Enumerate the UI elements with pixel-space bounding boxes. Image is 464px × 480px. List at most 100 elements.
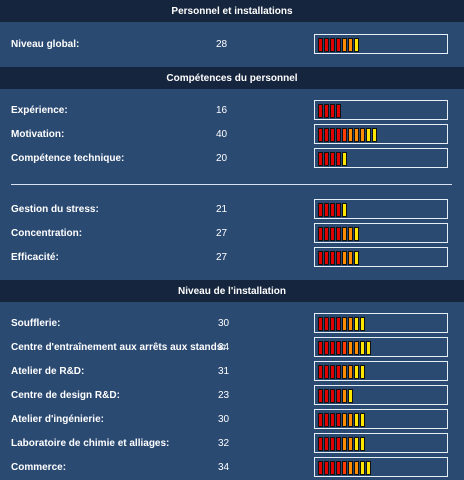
row-label: Laboratoire de chimie et alliages:	[11, 438, 170, 449]
rating-segment	[318, 38, 323, 52]
row-value: 34	[218, 462, 230, 473]
rating-segment	[330, 128, 335, 142]
rating-segment	[348, 389, 353, 403]
row-competence-technique: Compétence technique: 20	[0, 148, 464, 170]
rating-segment	[342, 251, 347, 265]
rating-segment	[336, 203, 341, 217]
rating-segment	[336, 128, 341, 142]
row-laboratoire-chimie: Laboratoire de chimie et alliages: 32	[0, 433, 464, 455]
rating-segment	[342, 203, 347, 217]
rating-segment	[336, 413, 341, 427]
row-label: Commerce:	[11, 462, 67, 473]
rating-bar	[314, 100, 448, 120]
divider	[11, 184, 452, 185]
row-soufflerie: Soufflerie: 30	[0, 313, 464, 335]
rating-segment	[336, 317, 341, 331]
rating-segment	[348, 38, 353, 52]
rating-segment	[336, 365, 341, 379]
rating-segment	[318, 152, 323, 166]
rating-segment	[324, 227, 329, 241]
rating-segment	[348, 437, 353, 451]
row-atelier-ingenierie: Atelier d'ingénierie: 30	[0, 409, 464, 431]
row-commerce: Commerce: 34	[0, 457, 464, 479]
rating-segment	[336, 38, 341, 52]
rating-segment	[360, 128, 365, 142]
row-label: Atelier de R&D:	[11, 366, 85, 377]
rating-segment	[360, 413, 365, 427]
rating-segment	[318, 413, 323, 427]
rating-segment	[330, 251, 335, 265]
rating-segment	[330, 152, 335, 166]
row-label: Centre de design R&D:	[11, 390, 120, 401]
rating-segment	[342, 341, 347, 355]
row-value: 21	[216, 204, 228, 215]
row-value: 27	[216, 252, 228, 263]
rating-segment	[366, 128, 371, 142]
rating-segment	[354, 38, 359, 52]
row-label: Centre d'entraînement aux arrêts aux sta…	[11, 342, 226, 353]
row-label: Concentration:	[11, 228, 83, 239]
rating-segment	[324, 389, 329, 403]
rating-segment	[354, 413, 359, 427]
rating-segment	[348, 317, 353, 331]
row-gestion-stress: Gestion du stress: 21	[0, 199, 464, 221]
rating-segment	[336, 104, 341, 118]
rating-segment	[336, 152, 341, 166]
row-experience: Expérience: 16	[0, 100, 464, 122]
rating-segment	[318, 227, 323, 241]
row-value: 32	[218, 438, 230, 449]
rating-segment	[348, 227, 353, 241]
rating-segment	[354, 227, 359, 241]
rating-segment	[360, 317, 365, 331]
rating-bar	[314, 385, 448, 405]
rating-segment	[348, 365, 353, 379]
rating-segment	[354, 437, 359, 451]
rating-segment	[330, 227, 335, 241]
rating-segment	[336, 389, 341, 403]
rating-segment	[318, 389, 323, 403]
rating-bar	[314, 148, 448, 168]
rating-segment	[324, 251, 329, 265]
rating-segment	[336, 461, 341, 475]
rating-segment	[336, 227, 341, 241]
rating-bar	[314, 223, 448, 243]
rating-segment	[330, 341, 335, 355]
rating-segment	[336, 437, 341, 451]
rating-segment	[360, 461, 365, 475]
rating-segment	[342, 152, 347, 166]
rating-segment	[348, 461, 353, 475]
rating-segment	[324, 128, 329, 142]
rating-segment	[318, 203, 323, 217]
row-label: Atelier d'ingénierie:	[11, 414, 104, 425]
row-value: 28	[216, 39, 228, 50]
rating-segment	[360, 365, 365, 379]
rating-segment	[324, 317, 329, 331]
rating-segment	[324, 461, 329, 475]
rating-segment	[324, 341, 329, 355]
row-value: 40	[216, 129, 228, 140]
rating-segment	[318, 104, 323, 118]
rating-segment	[324, 437, 329, 451]
rating-segment	[330, 461, 335, 475]
rating-segment	[318, 317, 323, 331]
rating-bar	[314, 247, 448, 267]
rating-segment	[324, 203, 329, 217]
rating-segment	[330, 317, 335, 331]
rating-segment	[324, 152, 329, 166]
row-value: 27	[216, 228, 228, 239]
rating-segment	[342, 128, 347, 142]
rating-segment	[330, 413, 335, 427]
row-label: Compétence technique:	[11, 153, 125, 164]
rating-bar	[314, 457, 448, 477]
rating-segment	[318, 461, 323, 475]
rating-segment	[318, 437, 323, 451]
rating-bar	[314, 409, 448, 429]
rating-segment	[354, 341, 359, 355]
rating-segment	[348, 128, 353, 142]
rating-segment	[330, 38, 335, 52]
row-value: 23	[218, 390, 230, 401]
row-value: 34	[218, 342, 230, 353]
row-label: Gestion du stress:	[11, 204, 99, 215]
rating-segment	[330, 365, 335, 379]
row-centre-design-rd: Centre de design R&D: 23	[0, 385, 464, 407]
